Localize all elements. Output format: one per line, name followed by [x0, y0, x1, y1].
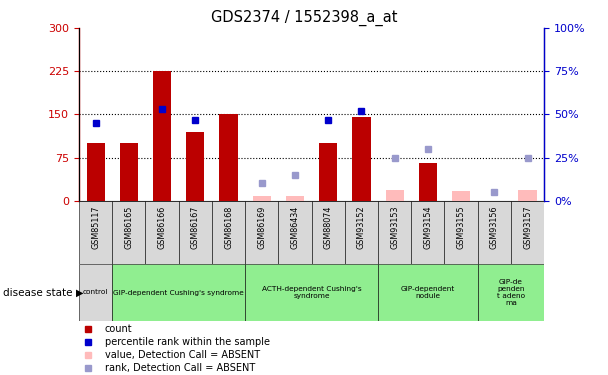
Text: GSM88074: GSM88074 [323, 206, 333, 249]
Text: GSM93156: GSM93156 [490, 206, 499, 249]
Text: GSM86167: GSM86167 [191, 206, 200, 249]
Bar [112, 264, 245, 321]
Bar [186, 132, 204, 201]
Text: ▶: ▶ [76, 288, 83, 297]
Bar [145, 201, 179, 264]
Bar [153, 71, 171, 201]
Bar [345, 201, 378, 264]
Bar [519, 190, 537, 201]
Text: percentile rank within the sample: percentile rank within the sample [105, 337, 269, 347]
Text: GIP-de
penden
t adeno
ma: GIP-de penden t adeno ma [497, 279, 525, 306]
Bar [378, 201, 411, 264]
Text: disease state: disease state [4, 288, 73, 297]
Bar [245, 201, 278, 264]
Bar [286, 196, 304, 201]
Text: GSM86169: GSM86169 [257, 206, 266, 249]
Text: count: count [105, 324, 133, 334]
Text: value, Detection Call = ABSENT: value, Detection Call = ABSENT [105, 350, 260, 360]
Bar [478, 264, 544, 321]
Bar [219, 114, 238, 201]
Bar [179, 201, 212, 264]
Text: GIP-dependent
nodule: GIP-dependent nodule [401, 286, 455, 299]
Bar [385, 190, 404, 201]
Bar [112, 201, 145, 264]
Text: GDS2374 / 1552398_a_at: GDS2374 / 1552398_a_at [211, 9, 397, 26]
Bar [511, 201, 544, 264]
Text: GSM93153: GSM93153 [390, 206, 399, 249]
Bar [245, 264, 378, 321]
Text: GIP-dependent Cushing's syndrome: GIP-dependent Cushing's syndrome [113, 290, 244, 296]
Text: control: control [83, 290, 108, 296]
Bar [86, 143, 105, 201]
Text: GSM86165: GSM86165 [125, 206, 133, 249]
Bar [79, 264, 112, 321]
Text: GSM93154: GSM93154 [423, 206, 432, 249]
Bar [319, 143, 337, 201]
Text: rank, Detection Call = ABSENT: rank, Detection Call = ABSENT [105, 363, 255, 374]
Text: GSM86166: GSM86166 [157, 206, 167, 249]
Text: GSM93152: GSM93152 [357, 206, 366, 249]
Bar [352, 117, 370, 201]
Bar [212, 201, 245, 264]
Text: GSM85117: GSM85117 [91, 206, 100, 249]
Text: GSM93157: GSM93157 [523, 206, 532, 249]
Bar [411, 201, 444, 264]
Bar [478, 201, 511, 264]
Bar [419, 163, 437, 201]
Text: ACTH-dependent Cushing's
syndrome: ACTH-dependent Cushing's syndrome [262, 286, 361, 299]
Bar [452, 191, 470, 201]
Bar [253, 196, 271, 201]
Bar [444, 201, 478, 264]
Bar [378, 264, 478, 321]
Text: GSM93155: GSM93155 [457, 206, 466, 249]
Bar [120, 143, 138, 201]
Text: GSM86434: GSM86434 [291, 206, 300, 249]
Text: GSM86168: GSM86168 [224, 206, 233, 249]
Bar [278, 201, 311, 264]
Bar [311, 201, 345, 264]
Bar [79, 201, 112, 264]
